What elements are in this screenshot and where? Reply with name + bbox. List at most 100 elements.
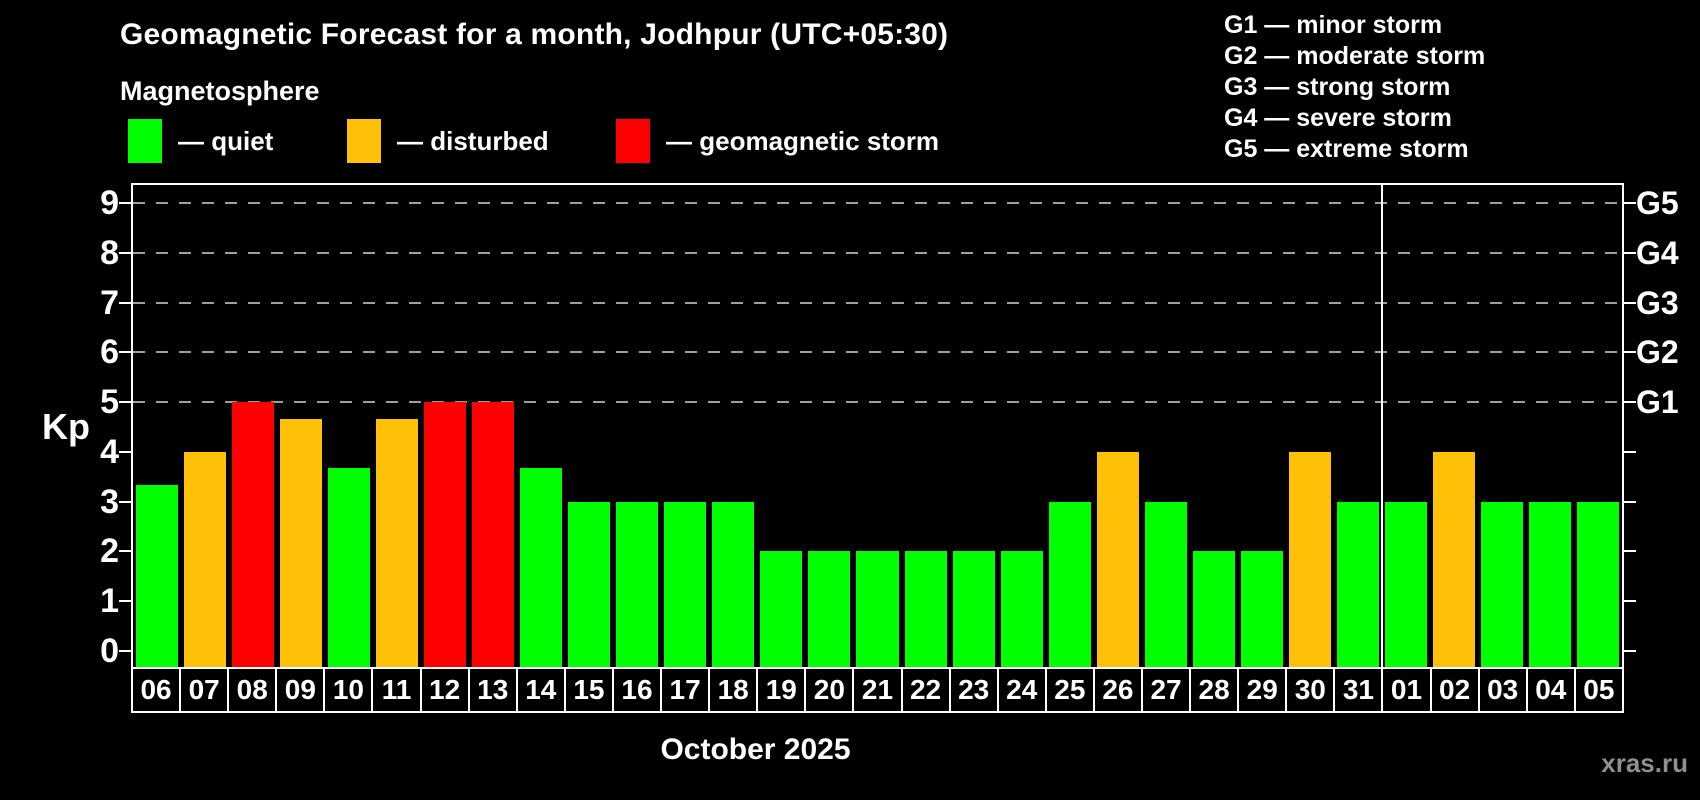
kp-bar-14-quiet: [520, 468, 563, 667]
y-tick-right-1: [1624, 600, 1636, 603]
kp-bar-06-quiet: [136, 485, 179, 667]
month-separator-line: [1380, 185, 1383, 667]
chart-title: Geomagnetic Forecast for a month, Jodhpu…: [120, 18, 949, 51]
date-cell-26: 26: [1092, 667, 1143, 713]
kp-bar-18-quiet: [712, 501, 755, 667]
legend-label-storm: — geomagnetic storm: [666, 125, 940, 156]
y-tick-label-7: 7: [100, 283, 119, 322]
legend-item-quiet: — quiet: [128, 118, 273, 164]
y-tick-left-5: [119, 401, 131, 404]
y-tick-left-9: [119, 201, 131, 204]
date-cell-13: 13: [467, 667, 518, 713]
y-tick-label-5: 5: [100, 383, 119, 422]
date-cell-18: 18: [708, 667, 759, 713]
g-legend-line-g2: G2 — moderate storm: [1224, 42, 1486, 70]
gridline-kp-6: [133, 351, 1622, 354]
date-cell-06: 06: [131, 667, 182, 713]
gridline-kp-5: [133, 401, 1622, 404]
y-tick-right-2: [1624, 550, 1636, 553]
g-axis-label-g5: G5: [1636, 184, 1679, 221]
kp-bar-04-quiet: [1528, 501, 1571, 667]
date-cell-24: 24: [996, 667, 1047, 713]
date-cell-07: 07: [179, 667, 230, 713]
date-cell-09: 09: [275, 667, 326, 713]
kp-bar-01-quiet: [1384, 501, 1427, 667]
y-tick-label-9: 9: [100, 183, 119, 222]
date-cell-10: 10: [323, 667, 374, 713]
date-cell-12: 12: [419, 667, 470, 713]
x-axis-date-row: 06 07 08 09 10 11 12 13 14 15 16 17 18 19 20 21 22 23 24 25…: [131, 667, 1624, 713]
y-tick-right-9: [1624, 201, 1636, 204]
x-axis-month-label: October 2025: [660, 733, 851, 766]
date-cell-29: 29: [1237, 667, 1288, 713]
kp-bar-11-disturbed: [376, 418, 419, 667]
date-cell-30: 30: [1285, 667, 1336, 713]
kp-bar-12-storm: [424, 402, 467, 667]
kp-bar-05-quiet: [1576, 501, 1619, 667]
y-tick-label-8: 8: [100, 233, 119, 272]
y-tick-label-1: 1: [100, 582, 119, 621]
kp-status-legend: — quiet — disturbed — geomagnetic storm: [0, 118, 1100, 164]
kp-bar-03-quiet: [1480, 501, 1523, 667]
date-cell-20: 20: [804, 667, 855, 713]
date-cell-16: 16: [611, 667, 663, 713]
kp-bar-31-quiet: [1336, 501, 1379, 667]
legend-item-storm: — geomagnetic storm: [616, 118, 939, 164]
date-cell-28: 28: [1189, 667, 1240, 713]
kp-bar-16-quiet: [616, 501, 659, 667]
date-cell-05: 05: [1573, 667, 1624, 713]
y-tick-left-8: [119, 251, 131, 254]
y-tick-label-6: 6: [100, 333, 119, 372]
y-tick-left-6: [119, 351, 131, 354]
date-cell-03: 03: [1477, 667, 1528, 713]
y-tick-left-0: [119, 650, 131, 652]
legend-item-disturbed: — disturbed: [347, 118, 549, 164]
date-cell-08: 08: [227, 667, 278, 713]
y-tick-right-6: [1624, 351, 1636, 354]
y-tick-left-7: [119, 301, 131, 304]
date-cell-21: 21: [852, 667, 903, 713]
y-tick-left-1: [119, 600, 131, 603]
g-scale-legend: G1 — minor storm G2 — moderate storm G3 — …: [1224, 10, 1485, 165]
date-cell-22: 22: [900, 667, 951, 713]
kp-bar-08-storm: [232, 402, 275, 667]
g-axis-label-g4: G4: [1636, 234, 1679, 271]
date-cell-27: 27: [1140, 667, 1192, 713]
kp-bar-19-quiet: [760, 551, 803, 667]
kp-bar-28-quiet: [1192, 551, 1235, 667]
gridline-kp-8: [133, 251, 1622, 254]
g-legend-line-g1: G1 — minor storm: [1224, 11, 1443, 39]
date-cell-15: 15: [563, 667, 614, 713]
kp-bar-09-disturbed: [280, 418, 323, 667]
kp-bar-25-quiet: [1048, 501, 1091, 667]
g-axis-label-g1: G1: [1636, 384, 1679, 421]
y-tick-right-8: [1624, 251, 1636, 254]
kp-bar-27-quiet: [1144, 501, 1187, 667]
kp-bar-23-quiet: [952, 551, 995, 667]
kp-bar-30-disturbed: [1288, 451, 1331, 667]
kp-bar-13-storm: [472, 402, 515, 667]
y-tick-right-5: [1624, 401, 1636, 404]
y-tick-label-4: 4: [100, 432, 119, 471]
kp-bar-26-disturbed: [1096, 451, 1139, 667]
kp-bar-07-disturbed: [184, 451, 227, 667]
date-cell-25: 25: [1044, 667, 1095, 713]
gridline-kp-7: [133, 301, 1622, 304]
y-tick-label-3: 3: [100, 482, 119, 521]
y-tick-right-3: [1624, 500, 1636, 503]
date-cell-23: 23: [948, 667, 999, 713]
legend-swatch-storm: [616, 119, 650, 163]
g-legend-line-g3: G3 — strong storm: [1224, 73, 1451, 101]
g-legend-line-g4: G4 — severe storm: [1224, 104, 1452, 132]
legend-label-disturbed: — disturbed: [397, 125, 549, 156]
y-tick-right-4: [1624, 450, 1636, 453]
y-tick-label-2: 2: [100, 532, 119, 571]
legend-swatch-disturbed: [347, 119, 381, 163]
date-cell-31: 31: [1333, 667, 1384, 713]
kp-bar-20-quiet: [808, 551, 851, 667]
y-tick-right-7: [1624, 301, 1636, 304]
chart-subtitle: Magnetosphere: [120, 76, 320, 106]
plot-area: 0 1 2 3 4 5 6 7 8 9 G1 G2 G3 G4 G5: [100, 183, 1679, 669]
y-tick-left-3: [119, 500, 131, 503]
gridline-kp-9: [133, 201, 1622, 204]
